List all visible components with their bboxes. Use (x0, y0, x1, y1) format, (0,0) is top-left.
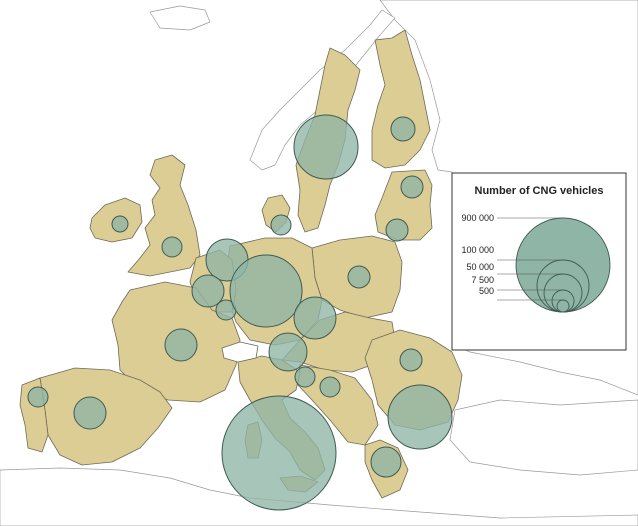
bubbles (27, 114, 453, 511)
bubble-ireland (111, 215, 129, 233)
bubble-spain (73, 396, 107, 430)
bubble-italy (221, 395, 337, 511)
legend-label-7500: 7 500 (471, 275, 494, 285)
bubble-france (164, 328, 198, 362)
legend-circle-500 (556, 299, 570, 313)
bubble-greece (370, 446, 402, 478)
iceland (149, 5, 211, 31)
bubble-latvia (385, 218, 409, 242)
legend-label-100000: 100 000 (461, 245, 494, 255)
bubble-lithuania (347, 265, 371, 289)
legend-title: Number of CNG vehicles (475, 185, 604, 197)
bubble-belgium (191, 274, 225, 308)
bubble-austria (268, 332, 308, 372)
turkey-region (449, 399, 638, 476)
legend-label-500: 500 (479, 286, 494, 296)
north-africa (0, 467, 638, 526)
bubble-sweden (293, 114, 359, 180)
bubble-estonia (400, 175, 424, 199)
legend-label-900000: 900 000 (461, 213, 494, 223)
bubble-denmark (270, 214, 292, 236)
bubble-finland (390, 116, 416, 142)
bubble-romania (399, 348, 423, 372)
bubble-croatia (319, 376, 341, 398)
legend: Number of CNG vehicles 900 000 100 000 5… (451, 172, 627, 351)
switzerland-hole (221, 341, 259, 363)
bubble-uk (161, 236, 183, 258)
bubble-slovenia (294, 366, 316, 388)
bubble-portugal (27, 386, 49, 408)
bubble-germany (229, 254, 303, 328)
bubble-bulgaria (387, 384, 453, 450)
legend-label-50000: 50 000 (466, 262, 494, 272)
bubble-czechia (293, 296, 337, 340)
finland (371, 29, 431, 169)
